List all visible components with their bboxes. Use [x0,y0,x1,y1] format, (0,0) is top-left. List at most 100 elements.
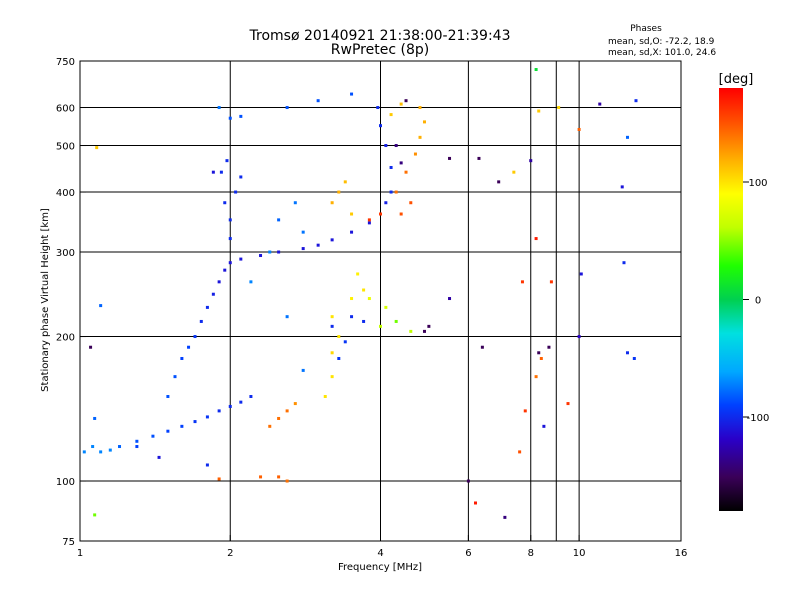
data-point [379,324,382,328]
data-point [542,424,546,428]
data-point [634,99,638,103]
data-point [205,305,209,309]
data-point [539,356,543,360]
data-point [217,280,221,284]
data-point [108,448,112,452]
data-point [518,450,522,454]
data-point [249,395,253,399]
data-point [566,402,570,406]
data-point [330,351,334,355]
data-point [93,513,97,517]
data-point [301,247,305,251]
data-point [579,272,583,276]
data-point [219,170,223,174]
data-point [301,230,305,234]
data-point [223,201,227,205]
data-point [537,351,541,355]
x-tick-label: 1 [77,548,83,559]
data-point [409,201,413,205]
data-point [520,280,524,284]
x-tick-label: 4 [377,548,383,559]
data-point [259,254,263,258]
data-point [205,415,209,419]
colorbar-ticks: 100 0 -100 [743,178,769,424]
data-point [301,368,305,372]
colorbar-tick-label: 100 [748,178,767,189]
data-point [173,375,177,379]
data-point [277,218,281,222]
data-point [384,305,388,309]
data-point [228,404,232,408]
data-point [362,319,366,323]
data-point [337,356,341,360]
data-point [404,170,408,174]
data-point [211,292,215,296]
y-tick-label: 100 [56,477,75,488]
x-tick-label: 2 [227,548,233,559]
data-point [193,335,197,339]
data-point [512,170,516,174]
data-point [93,416,97,420]
y-axis-ticks: 75 100 200 300 400 500 600 750 [56,57,86,548]
data-point [389,165,393,169]
colorbar-tick-label: -100 [747,413,770,424]
data-point [135,439,139,443]
x-tick-label: 16 [675,548,688,559]
data-point [135,445,139,449]
data-point [534,68,538,72]
data-point [394,319,398,323]
data-point [389,113,393,117]
data-point [228,218,232,222]
data-point [620,185,624,189]
y-tick-label: 200 [56,333,75,344]
data-point [367,221,371,225]
x-axis-ticks: 1 2 4 6 8 10 16 [77,535,688,559]
data-point [367,218,371,222]
y-tick-label: 75 [62,537,75,548]
data-point [350,297,354,301]
data-point [343,180,347,184]
data-point [268,250,272,254]
data-point [547,345,551,349]
data-point [448,297,452,301]
data-point [343,340,347,344]
data-point [217,477,221,481]
data-point [367,297,371,301]
data-points [82,68,638,519]
data-point [384,144,388,148]
data-point [180,356,184,360]
data-point [422,120,426,124]
colorbar-tick-label: 0 [755,296,761,307]
gridlines [80,61,681,541]
data-point [199,319,203,323]
data-point [211,170,215,174]
data-point [399,161,403,165]
data-point [285,315,289,319]
data-point [99,304,103,308]
data-point [239,400,243,404]
data-point [622,261,626,265]
y-tick-label: 300 [56,248,75,259]
data-point [632,356,636,360]
data-point [356,272,360,276]
chart-subtitle: RwPretec (8p) [331,42,429,58]
data-point [384,201,388,205]
data-point [350,315,354,319]
colorbar-label: [deg] [719,72,754,87]
data-point [473,501,477,505]
data-point [277,475,281,479]
data-point [166,429,170,433]
y-tick-label: 600 [56,104,75,115]
data-point [350,212,354,216]
data-point [337,335,341,339]
x-axis-label: Frequency [MHz] [338,562,422,573]
data-point [549,280,553,284]
data-point [166,395,170,399]
data-point [466,479,470,483]
data-point [350,230,354,234]
data-point [409,329,413,333]
data-point [118,445,122,449]
data-point [625,135,629,139]
data-point [598,102,602,106]
